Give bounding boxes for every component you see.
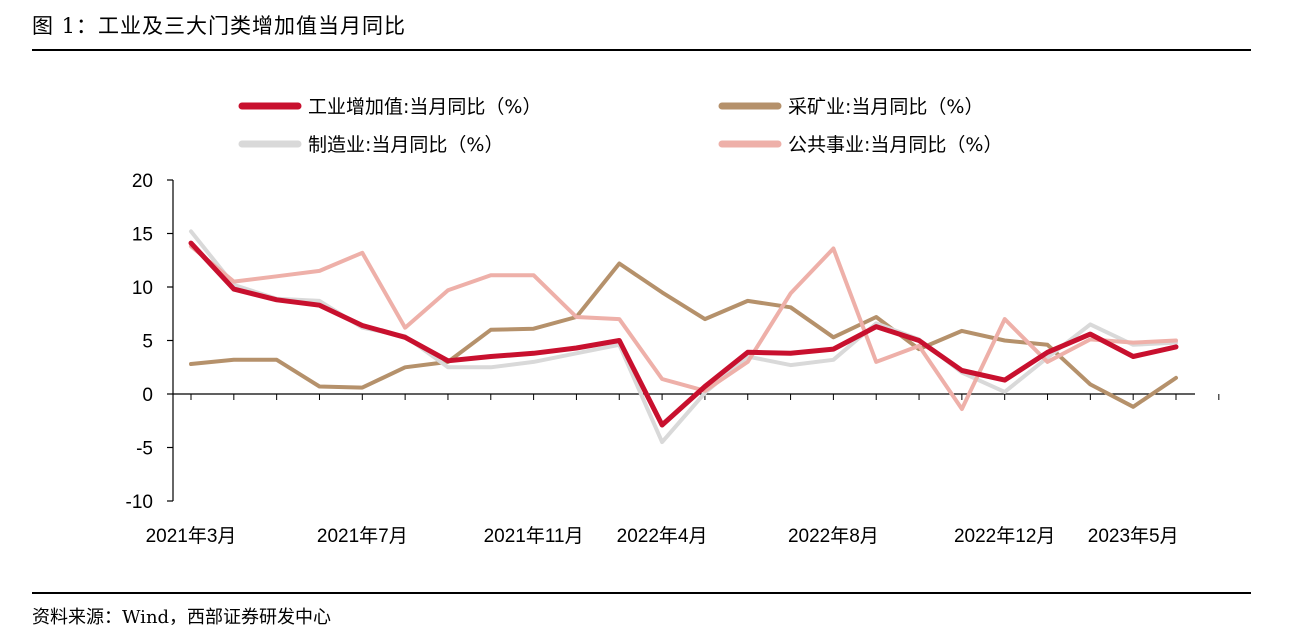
source-note: 资料来源：Wind，西部证券研发中心 [32, 607, 332, 628]
y-tick-label: 0 [142, 385, 153, 406]
x-tick-label: 2021年3月 [146, 525, 237, 547]
y-tick-label: 15 [132, 225, 153, 246]
axes: -10 -5 0 5 10 15 20 2021年3月 2021年7月 2021年11月 2022年… [126, 171, 1220, 547]
series-line-1 [189, 261, 1178, 409]
series-line-0 [188, 240, 1179, 428]
y-tick-label: 5 [142, 332, 153, 353]
y-tick-label: -5 [136, 439, 153, 460]
x-tick-label: 2021年11月 [484, 525, 584, 547]
legend-label-1: 采矿业:当月同比（%） [788, 96, 983, 118]
x-tick-label: 2022年12月 [954, 525, 1055, 547]
y-tick-label: 10 [132, 278, 153, 299]
y-tick-label: -10 [126, 492, 153, 513]
legend-label-2: 制造业:当月同比（%） [308, 134, 503, 156]
series-line-3 [189, 244, 1178, 411]
legend: 工业增加值:当月同比（%） 采矿业:当月同比（%） 制造业:当月同比（%） 公共事业:… [238, 96, 1002, 156]
x-tick-label: 2022年8月 [788, 525, 879, 547]
legend-label-0: 工业增加值:当月同比（%） [308, 96, 541, 118]
x-tick-label: 2022年4月 [617, 525, 708, 547]
bottom-rule [32, 592, 1251, 594]
figure-title: 图 1：工业及三大门类增加值当月同比 [32, 14, 407, 38]
top-rule [32, 49, 1251, 51]
y-tick-label: 20 [132, 171, 153, 192]
x-tick-label: 2023年5月 [1088, 525, 1179, 547]
legend-label-3: 公共事业:当月同比（%） [788, 134, 1002, 156]
x-tick-label: 2021年7月 [317, 525, 408, 547]
series-lines [188, 229, 1179, 445]
